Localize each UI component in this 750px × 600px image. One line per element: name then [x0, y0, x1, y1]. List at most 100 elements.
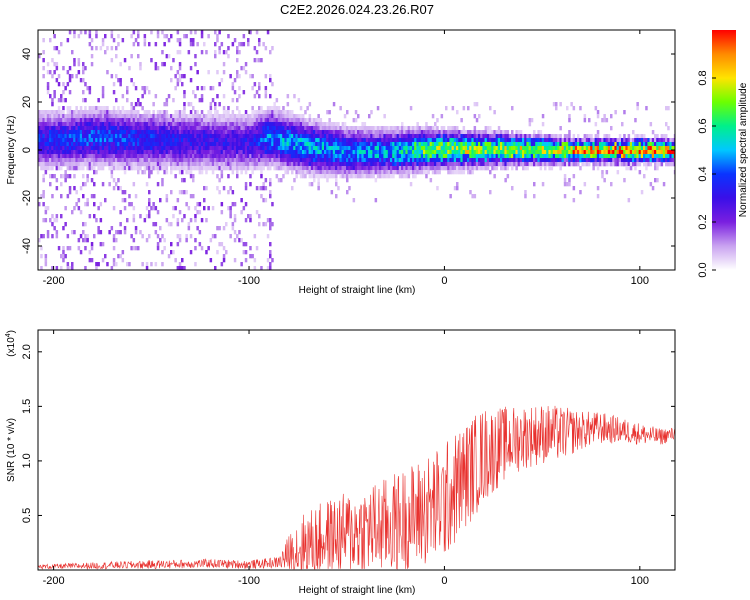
heatmap-cell — [385, 138, 389, 143]
heatmap-cell — [82, 166, 85, 171]
heatmap-cell — [260, 266, 263, 270]
heatmap-cell — [225, 150, 228, 155]
heatmap-cell — [629, 138, 633, 143]
heatmap-cell — [625, 142, 628, 147]
heatmap-cell — [317, 130, 320, 135]
heatmap-cell — [291, 158, 294, 163]
heatmap-cell — [66, 126, 70, 131]
heatmap-cell — [513, 158, 516, 163]
heatmap-cell — [189, 38, 193, 43]
heatmap-cell — [308, 114, 312, 119]
heatmap-cell — [473, 154, 477, 159]
heatmap-cell — [141, 234, 144, 239]
heatmap-cell — [469, 170, 472, 175]
heatmap-cell — [640, 150, 644, 155]
heatmap-cell — [104, 134, 107, 139]
heatmap-cell — [121, 146, 125, 151]
heatmap-cell — [112, 126, 116, 131]
heatmap-cell — [117, 186, 120, 191]
heatmap-cell — [44, 146, 48, 151]
heatmap-cell — [222, 254, 226, 259]
heatmap-cell — [574, 142, 578, 147]
heatmap-cell — [178, 142, 182, 147]
heatmap-cell — [431, 114, 435, 119]
heatmap-cell — [304, 170, 307, 175]
heatmap-cell — [99, 146, 103, 151]
heatmap-cell — [139, 214, 142, 219]
heatmap-cell — [610, 138, 613, 143]
heatmap-cell — [231, 134, 235, 139]
heatmap-cell — [95, 150, 98, 155]
heatmap-cell — [249, 166, 252, 171]
heatmap-cell — [269, 190, 272, 195]
heatmap-cell — [431, 162, 435, 167]
heatmap-cell — [53, 70, 56, 75]
heatmap-cell — [286, 102, 290, 107]
heatmap-cell — [473, 150, 477, 155]
heatmap-cell — [269, 222, 272, 227]
heatmap-cell — [194, 214, 197, 219]
heatmap-cell — [156, 154, 160, 159]
heatmap-cell — [95, 122, 98, 127]
heatmap-cell — [101, 130, 105, 135]
heatmap-cell — [207, 246, 210, 251]
heatmap-cell — [286, 162, 290, 167]
heatmap-cell — [86, 130, 89, 135]
heatmap-cell — [205, 170, 208, 175]
heatmap-cell — [192, 90, 195, 95]
heatmap-cell — [181, 134, 184, 139]
heatmap-cell — [161, 166, 164, 171]
heatmap-cell — [438, 162, 441, 167]
heatmap-cell — [93, 106, 96, 111]
heatmap-cell — [255, 58, 259, 63]
heatmap-cell — [489, 134, 492, 139]
heatmap-cell — [258, 130, 261, 135]
heatmap-cell — [640, 146, 644, 151]
heatmap-cell — [148, 210, 151, 215]
heatmap-cell — [40, 246, 43, 251]
heatmap-cell — [115, 134, 118, 139]
heatmap-cell — [669, 154, 672, 159]
heatmap-cell — [592, 142, 595, 147]
heatmap-cell — [205, 150, 208, 155]
heatmap-cell — [302, 114, 305, 119]
heatmap-cell — [337, 162, 340, 167]
heatmap-cell — [145, 182, 149, 187]
heatmap-cell — [636, 154, 639, 159]
heatmap-cell — [423, 134, 426, 139]
heatmap-cell — [621, 122, 624, 127]
heatmap-cell — [302, 170, 305, 175]
heatmap-cell — [60, 150, 63, 155]
heatmap-cell — [660, 154, 664, 159]
heatmap-cell — [240, 114, 243, 119]
heatmap-cell — [154, 130, 158, 135]
heatmap-cell — [77, 154, 81, 159]
heatmap-cell — [90, 154, 94, 159]
heatmap-cell — [119, 138, 122, 143]
heatmap-cell — [194, 166, 197, 171]
heatmap-cell — [49, 166, 52, 171]
heatmap-cell — [280, 166, 283, 171]
heatmap-cell — [456, 162, 459, 167]
heatmap-cell — [489, 170, 492, 175]
heatmap-cell — [398, 134, 402, 139]
heatmap-cell — [489, 142, 492, 147]
heatmap-cell — [115, 74, 118, 79]
heatmap-cell — [431, 154, 435, 159]
heatmap-cell — [627, 138, 631, 143]
heatmap-cell — [555, 142, 558, 147]
heatmap-cell — [242, 150, 246, 155]
heatmap-cell — [566, 158, 569, 163]
heatmap-cell — [601, 170, 604, 175]
heatmap-cell — [205, 50, 208, 55]
heatmap-cell — [528, 150, 532, 155]
heatmap-cell — [673, 170, 675, 175]
heatmap-cell — [495, 146, 499, 151]
heatmap-cell — [161, 130, 164, 135]
heatmap-cell — [231, 114, 235, 119]
heatmap-cell — [192, 154, 195, 159]
heatmap-cell — [407, 150, 411, 155]
heatmap-cell — [381, 146, 384, 151]
heatmap-cell — [93, 214, 96, 219]
heatmap-cell — [165, 118, 169, 123]
